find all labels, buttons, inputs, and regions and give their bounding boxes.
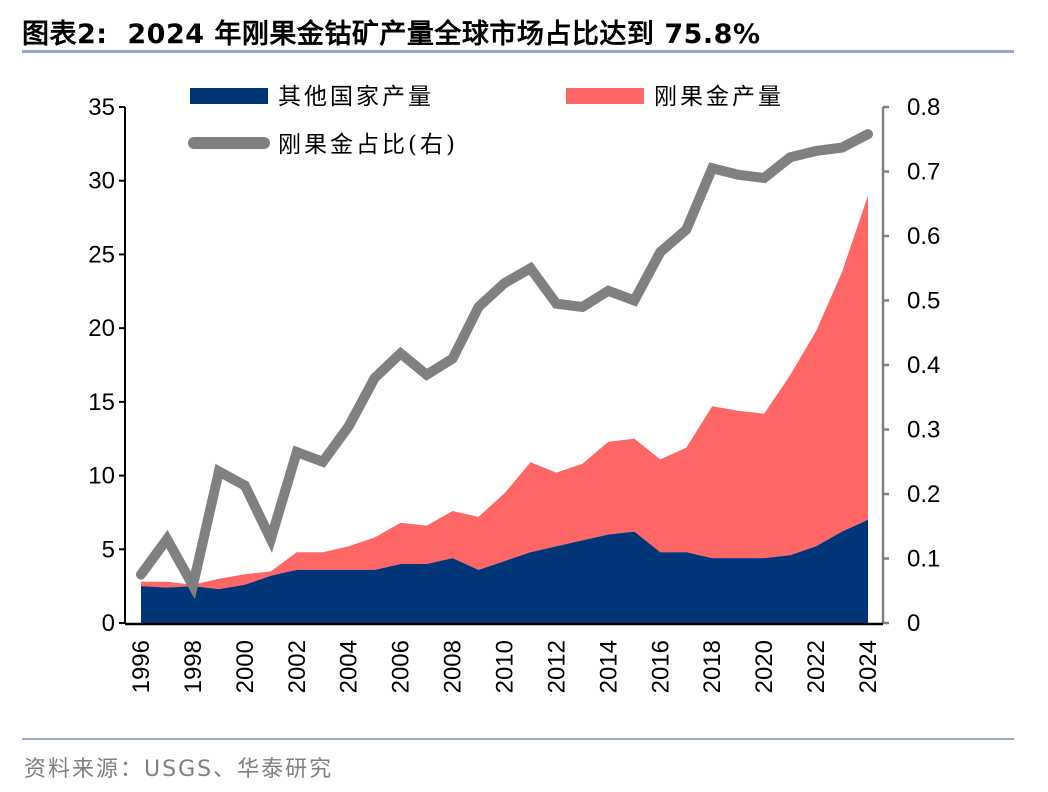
right-tick-label: 0.2 [907,481,940,508]
x-tick-label: 2016 [647,640,674,693]
x-tick-label: 2002 [284,640,311,693]
right-tick-label: 0.3 [907,417,940,444]
legend-swatch-drc [566,88,644,104]
x-tick-label: 1998 [180,640,207,693]
chart-title: 图表2: 2024 年刚果金钴矿产量全球市场占比达到 75.8% [22,19,761,50]
legend-label-ratio: 刚果金占比(右) [278,132,458,158]
legend-swatch-other [190,88,268,104]
x-tick-label: 2012 [543,640,570,693]
legend-label-other: 其他国家产量 [278,84,434,110]
area-other-production [141,519,868,623]
x-tick-label: 2022 [803,640,830,693]
left-tick-label: 30 [88,168,115,195]
left-tick-label: 20 [88,315,115,342]
right-tick-label: 0.5 [907,288,940,315]
x-tick-label: 1996 [128,640,155,693]
area-layer [141,195,868,623]
x-tick-label: 2000 [232,640,259,693]
left-tick-label: 25 [88,241,115,268]
x-tick-label: 2008 [440,640,467,693]
legend: 其他国家产量 刚果金产量 刚果金占比(右) [188,84,784,158]
legend-label-drc: 刚果金产量 [654,84,784,110]
title-divider [22,50,1014,53]
left-tick-label: 10 [88,463,115,490]
right-tick-label: 0.1 [907,546,940,573]
source-note: 资料来源：USGS、华泰研究 [24,757,334,782]
x-tick-label: 2024 [855,640,882,693]
right-tick-label: 0.6 [907,223,940,250]
right-tick-label: 0.4 [907,352,940,379]
footer-divider [22,738,1014,740]
area-drc-production [141,195,868,590]
x-tick-label: 2004 [336,640,363,693]
x-tick-label: 2020 [751,640,778,693]
x-tick-label: 2018 [699,640,726,693]
left-tick-label: 5 [102,536,115,563]
right-tick-label: 0 [907,610,920,637]
right-tick-label: 0.7 [907,159,940,186]
x-tick-label: 2010 [492,640,519,693]
right-tick-label: 0.8 [907,94,940,121]
line-layer [136,129,873,600]
left-tick-label: 0 [102,610,115,637]
x-tick-label: 2014 [595,640,622,693]
x-tick-label: 2006 [388,640,415,693]
left-tick-label: 15 [88,389,115,416]
axes-layer: 0 5 10 15 20 25 30 35 0 0.1 0.2 0.3 0.4 0.5 0.6 0.7 0.8 1… [88,94,940,693]
left-tick-label: 35 [88,94,115,121]
